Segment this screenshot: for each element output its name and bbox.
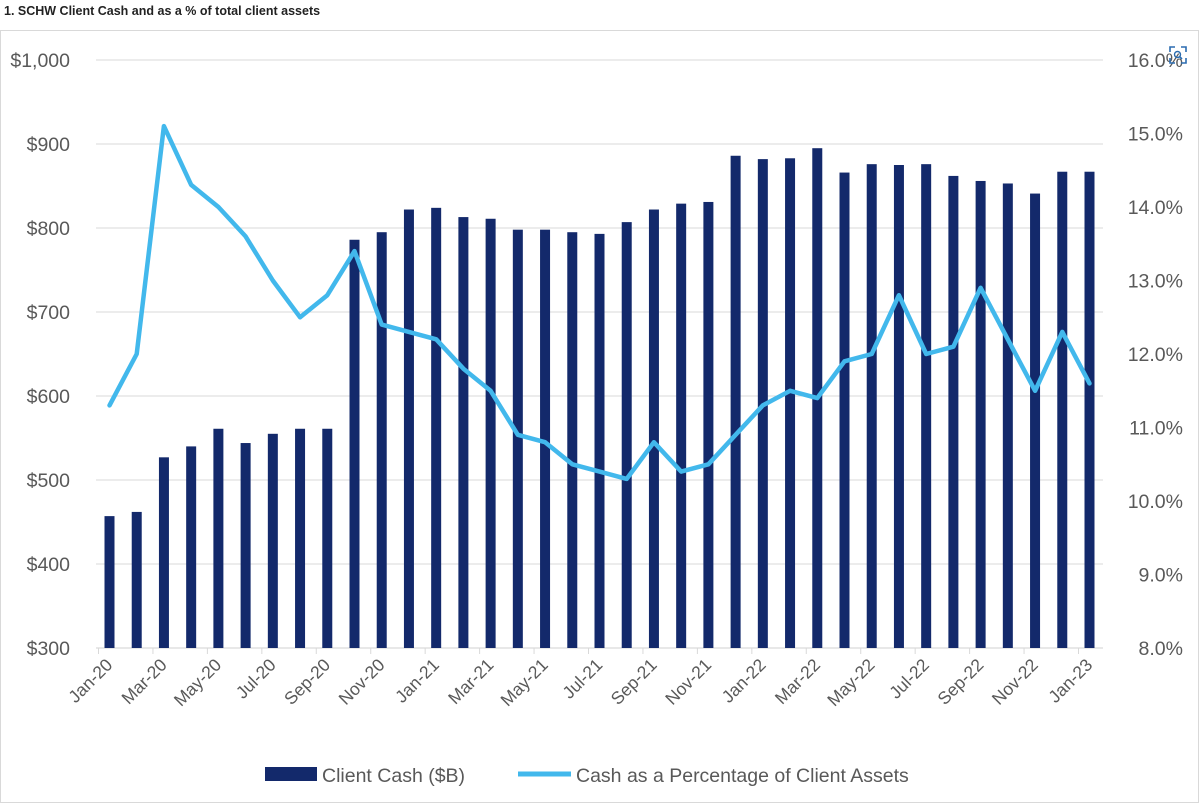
bar <box>240 443 251 648</box>
right-tick-label: 14.0% <box>1128 197 1183 219</box>
bar-series-client-cash <box>104 148 1095 649</box>
right-tick-label: 8.0% <box>1139 638 1183 660</box>
left-tick-label: $1,000 <box>10 50 70 72</box>
bar <box>1002 183 1013 649</box>
right-tick-label: 13.0% <box>1128 271 1183 293</box>
bar <box>376 232 387 648</box>
x-tick-label: Jul-20 <box>232 655 280 703</box>
bar <box>131 511 142 648</box>
line-series-cash-percentage <box>107 123 1092 482</box>
bar <box>431 207 442 648</box>
x-tick-label: May-21 <box>496 655 551 710</box>
bar <box>1057 171 1068 648</box>
bar <box>921 164 932 648</box>
x-tick-label: Jul-22 <box>885 655 933 703</box>
x-tick-label: Jan-23 <box>1044 655 1096 707</box>
legend-label-cash-percentage: Cash as a Percentage of Client Assets <box>576 765 909 787</box>
bar <box>512 229 523 648</box>
gridlines <box>96 59 1103 649</box>
chart-frame <box>0 30 1199 803</box>
bar <box>866 164 877 648</box>
bar <box>213 428 224 648</box>
left-tick-label: $600 <box>27 386 71 408</box>
bar <box>485 218 496 648</box>
bar <box>1084 171 1095 648</box>
bar <box>158 457 169 648</box>
x-tick-label: May-20 <box>170 655 226 711</box>
right-tick-label: 11.0% <box>1129 418 1183 440</box>
bar <box>567 232 578 648</box>
left-tick-label: $800 <box>27 218 71 240</box>
right-tick-label: 15.0% <box>1128 124 1183 146</box>
x-tick-label: Jan-20 <box>64 655 116 707</box>
x-tick-label: Mar-22 <box>771 655 824 708</box>
bar <box>186 446 197 648</box>
bar <box>1030 193 1041 648</box>
legend-swatch-client-cash <box>265 767 317 781</box>
left-tick-label: $500 <box>27 470 71 492</box>
left-y-axis: $300 $400 $500 $600 $700 $800 $900 $1,000 <box>10 50 70 660</box>
bar <box>676 203 687 648</box>
bar <box>948 175 959 649</box>
x-tick-label: Sep-21 <box>607 655 661 709</box>
bar <box>267 433 278 648</box>
x-tick-label: May-22 <box>823 655 878 710</box>
left-tick-label: $900 <box>27 134 71 156</box>
left-tick-label: $400 <box>27 554 71 576</box>
bar <box>621 222 632 648</box>
x-tick-label: Sep-20 <box>280 655 334 709</box>
left-tick-label: $300 <box>27 638 71 660</box>
x-tick-label: Nov-20 <box>335 655 389 709</box>
bar <box>730 155 741 648</box>
x-tick-label: Nov-21 <box>661 655 715 709</box>
bar <box>785 158 796 648</box>
chart-title: 1. SCHW Client Cash and as a % of total … <box>4 4 321 18</box>
bar <box>403 209 414 648</box>
x-tick-label: Jan-22 <box>718 655 770 707</box>
bar <box>540 229 551 648</box>
bar <box>648 209 659 648</box>
bar <box>458 217 469 648</box>
bar <box>703 201 714 648</box>
right-y-axis: 8.0% 9.0% 10.0% 11.0% 12.0% 13.0% 14.0% 15.0% 16… <box>1128 50 1183 660</box>
bar <box>322 428 333 648</box>
bar <box>104 516 115 648</box>
chart-header: 1. SCHW Client Cash and as a % of total … <box>0 0 1201 30</box>
x-tick-label: Sep-22 <box>933 655 987 709</box>
left-tick-label: $700 <box>27 302 71 324</box>
x-tick-label: Mar-20 <box>117 655 171 709</box>
expand-icon[interactable] <box>1167 44 1189 66</box>
x-tick-label: Jul-21 <box>558 655 606 703</box>
expand-icon-glyph <box>1169 46 1187 64</box>
bar <box>295 428 306 648</box>
x-axis: Jan-20 Mar-20 May-20 Jul-20 Sep-20 Nov-20 Jan-… <box>64 648 1096 710</box>
right-tick-label: 12.0% <box>1128 344 1183 366</box>
bar <box>839 172 850 648</box>
x-tick-label: Nov-22 <box>988 655 1042 709</box>
right-tick-label: 9.0% <box>1139 565 1183 587</box>
bar <box>349 239 360 648</box>
bar <box>975 180 986 648</box>
x-tick-label: Mar-21 <box>444 655 497 708</box>
right-tick-label: 16.0% <box>1128 50 1183 72</box>
bar <box>893 165 904 648</box>
x-tick-label: Jan-21 <box>391 655 443 707</box>
right-tick-label: 10.0% <box>1128 491 1183 513</box>
legend: Client Cash ($B) Cash as a Percentage of… <box>265 765 909 787</box>
bar <box>594 233 605 648</box>
legend-label-client-cash: Client Cash ($B) <box>322 765 465 787</box>
